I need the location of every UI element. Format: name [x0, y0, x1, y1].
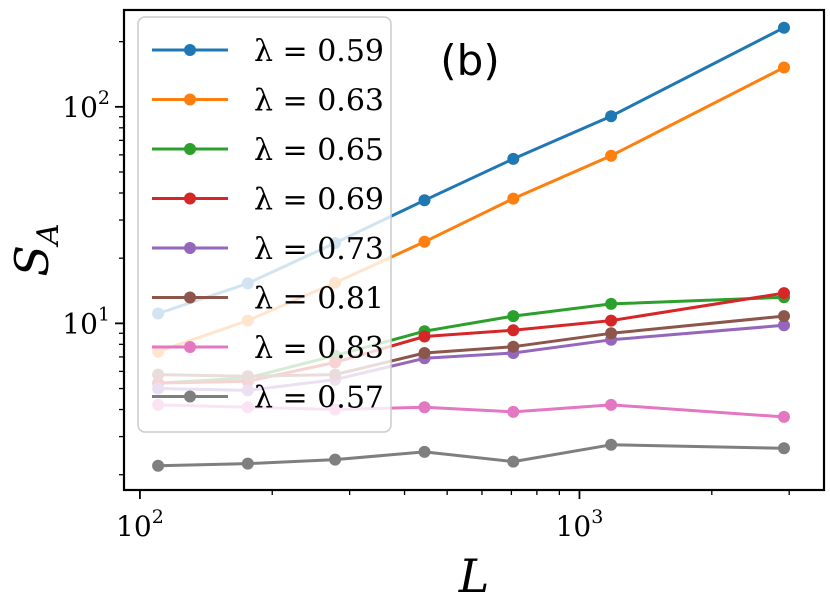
data-point-6-3 [418, 401, 431, 414]
y-axis-label: SA [5, 223, 66, 276]
data-point-2-5 [605, 297, 618, 310]
legend-entry-0: λ = 0.59 [152, 34, 384, 69]
y-tick-label-base: 10 [62, 307, 98, 340]
y-tick-label-exponent: 1 [98, 303, 110, 325]
legend-marker-4 [184, 242, 196, 254]
legend-label-6: λ = 0.83 [254, 331, 384, 366]
data-point-7-1 [241, 457, 254, 470]
legend-marker-1 [184, 93, 196, 106]
data-point-6-5 [605, 398, 618, 411]
legend-label-7: λ = 0.57 [254, 381, 384, 416]
legend-box [137, 16, 392, 433]
legend-entry-2: λ = 0.65 [152, 133, 384, 168]
y-axis-label-sub: A [31, 223, 66, 248]
data-point-3-4 [507, 324, 520, 337]
legend-label-2: λ = 0.65 [254, 133, 384, 168]
data-point-1-5 [605, 149, 618, 162]
data-point-0-6 [778, 21, 790, 34]
legend-marker-5 [184, 291, 196, 304]
legend-label-4: λ = 0.73 [254, 232, 384, 267]
data-point-7-6 [778, 442, 790, 455]
data-point-5-5 [605, 327, 618, 340]
x-tick-label-exponent: 2 [152, 506, 164, 528]
data-point-6-6 [778, 410, 790, 423]
legend-marker-7 [184, 390, 196, 403]
data-point-3-3 [418, 330, 431, 343]
series-7 [152, 438, 790, 472]
data-point-5-4 [507, 340, 520, 353]
x-tick-label-1: 103 [556, 506, 604, 543]
legend: λ = 0.59 λ = 0.63 λ = 0.65 λ = 0.69 λ = 0.73… [137, 16, 392, 433]
y-tick-label-base: 10 [62, 91, 98, 124]
y-axis-label-main: S [5, 245, 59, 277]
data-point-5-3 [418, 347, 431, 359]
svg-text:SA: SA [5, 223, 66, 276]
data-point-6-4 [507, 405, 520, 418]
x-tick-label-base: 10 [116, 510, 152, 543]
data-point-2-4 [507, 310, 520, 323]
x-tick-label-base: 10 [556, 510, 592, 543]
y-tick-label-1: 102 [62, 87, 110, 124]
data-point-0-5 [605, 110, 618, 123]
legend-entry-4: λ = 0.73 [152, 232, 384, 267]
x-tick-label-0: 102 [116, 506, 164, 543]
y-tick-label-exponent: 2 [98, 87, 110, 109]
data-point-1-3 [418, 235, 431, 248]
data-point-7-5 [605, 438, 618, 451]
legend-entry-3: λ = 0.69 [152, 183, 384, 218]
legend-label-3: λ = 0.69 [254, 183, 384, 218]
legend-marker-6 [184, 341, 196, 353]
data-point-3-6 [778, 287, 790, 300]
legend-label-0: λ = 0.59 [254, 34, 384, 69]
data-point-5-6 [778, 310, 790, 323]
legend-marker-0 [184, 44, 196, 56]
data-point-7-2 [329, 453, 342, 466]
legend-entry-1: λ = 0.63 [152, 84, 384, 119]
y-tick-label-0: 101 [62, 303, 110, 340]
legend-entry-7: λ = 0.57 [152, 381, 384, 416]
data-point-1-4 [507, 192, 520, 205]
data-point-3-5 [605, 314, 618, 327]
legend-label-1: λ = 0.63 [254, 84, 384, 119]
data-point-0-4 [507, 152, 520, 165]
legend-marker-2 [184, 143, 196, 155]
data-point-7-0 [152, 459, 165, 472]
data-point-7-4 [507, 455, 520, 468]
plot-frame [122, 8, 826, 492]
x-axis-label: L [458, 549, 490, 598]
legend-entry-6: λ = 0.83 [152, 331, 384, 366]
data-point-1-6 [778, 61, 790, 74]
data-point-4-6 [778, 319, 790, 332]
legend-label-5: λ = 0.81 [254, 282, 384, 317]
legend-marker-3 [184, 192, 196, 205]
panel-annotation: (b) [440, 36, 499, 85]
data-point-7-3 [418, 445, 431, 458]
data-point-0-3 [418, 194, 431, 207]
x-tick-label-exponent: 3 [591, 506, 603, 528]
legend-entry-5: λ = 0.81 [152, 282, 384, 317]
